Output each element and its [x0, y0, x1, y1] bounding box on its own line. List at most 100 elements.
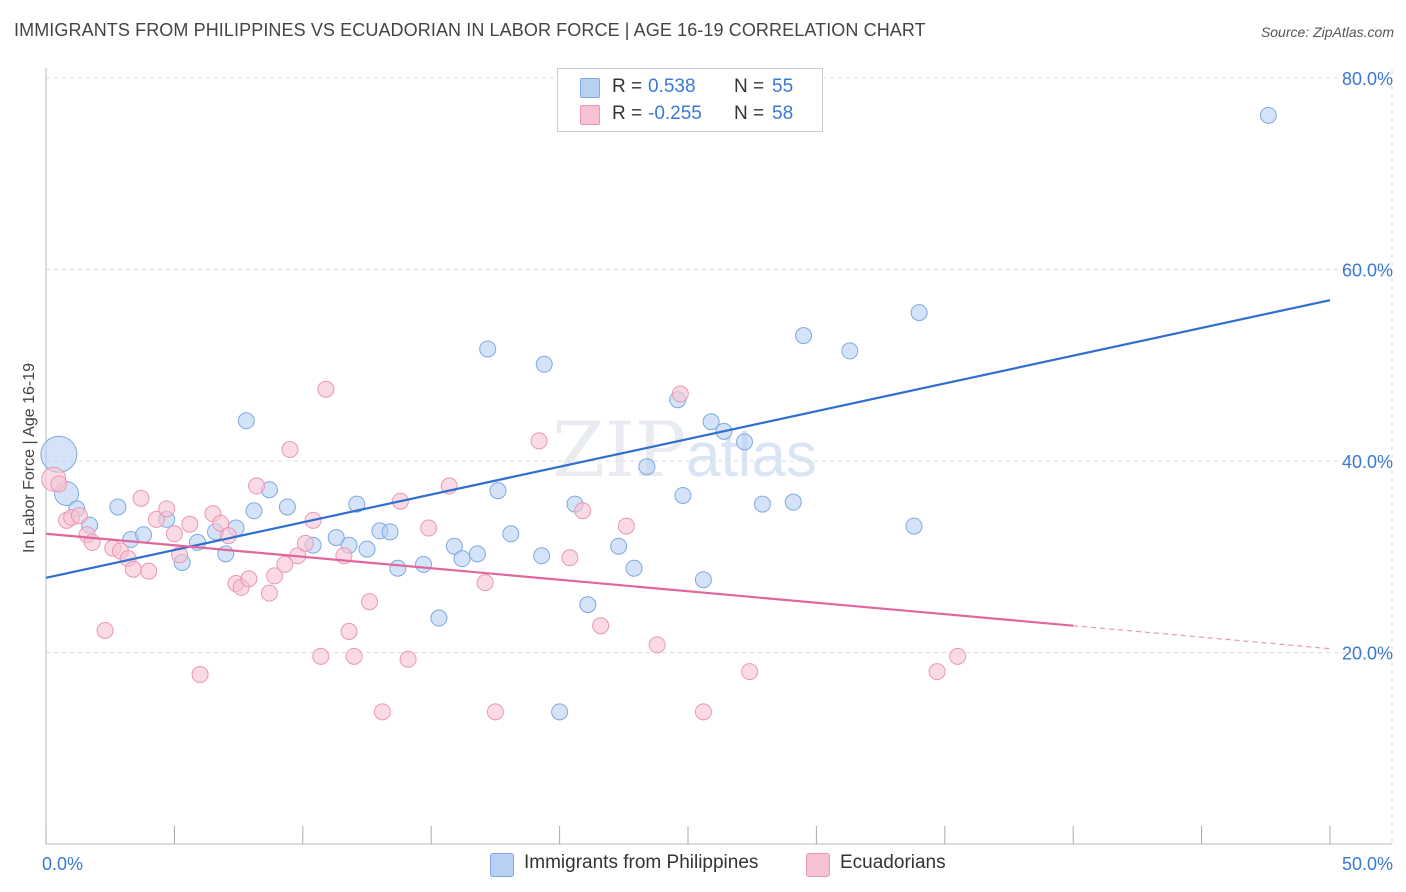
point-ecuadorians	[694, 703, 712, 721]
point-ecuadorians	[530, 432, 548, 450]
point-philippines	[625, 559, 643, 577]
point-ecuadorians	[928, 663, 946, 681]
legend-swatch-ecuadorians	[806, 853, 830, 877]
point-philippines	[389, 559, 407, 577]
point-philippines	[841, 342, 859, 360]
point-philippines	[381, 523, 399, 541]
y-tick-label: 40.0%	[1342, 452, 1393, 472]
point-ecuadorians	[340, 622, 358, 640]
legend-n-value: 58	[772, 103, 794, 124]
point-ecuadorians	[361, 593, 379, 611]
point-philippines	[905, 517, 923, 535]
point-ecuadorians	[50, 475, 68, 493]
point-ecuadorians	[248, 477, 266, 495]
point-philippines	[533, 547, 551, 565]
trendline-ecuadorians-extension	[1073, 625, 1331, 650]
point-philippines	[784, 493, 802, 511]
point-philippines	[237, 412, 255, 430]
point-philippines	[638, 458, 656, 476]
point-philippines	[910, 304, 928, 322]
point-ecuadorians	[345, 647, 363, 665]
point-philippines	[245, 502, 263, 520]
point-ecuadorians	[240, 570, 258, 588]
point-philippines	[795, 327, 813, 345]
point-ecuadorians	[266, 567, 284, 585]
point-ecuadorians	[741, 663, 759, 681]
legend-n-label: N =	[734, 76, 765, 97]
point-philippines	[610, 537, 628, 555]
point-ecuadorians	[181, 515, 199, 533]
point-ecuadorians	[281, 441, 299, 459]
point-philippines	[468, 545, 486, 563]
point-philippines	[702, 413, 720, 431]
point-philippines	[278, 498, 296, 516]
point-philippines	[694, 571, 712, 589]
trendline-philippines	[45, 299, 1331, 579]
point-philippines	[753, 495, 771, 513]
point-ecuadorians	[132, 489, 150, 507]
point-philippines	[489, 482, 507, 500]
point-philippines	[445, 537, 463, 555]
point-ecuadorians	[399, 650, 417, 668]
point-ecuadorians	[373, 703, 391, 721]
legend-swatch-philippines	[580, 78, 600, 98]
chart-title: IMMIGRANTS FROM PHILIPPINES VS ECUADORIA…	[14, 20, 926, 40]
point-philippines	[358, 540, 376, 558]
point-philippines	[1259, 106, 1277, 124]
point-philippines	[479, 340, 497, 358]
y-tick-label: 80.0%	[1342, 69, 1393, 89]
point-ecuadorians	[96, 621, 114, 639]
point-philippines	[579, 596, 597, 614]
point-philippines	[348, 495, 366, 513]
point-philippines	[430, 609, 448, 627]
point-layer	[40, 106, 1277, 721]
point-ecuadorians	[617, 517, 635, 535]
point-ecuadorians	[486, 703, 504, 721]
x-tick-label: 0.0%	[42, 854, 83, 874]
point-philippines	[109, 498, 127, 516]
watermark-zip: ZIP	[552, 405, 686, 494]
legend-n-value: 55	[772, 76, 794, 97]
point-ecuadorians	[212, 514, 230, 532]
legend-r-label: R =	[612, 76, 643, 97]
point-ecuadorians	[260, 584, 278, 602]
point-philippines	[502, 525, 520, 543]
point-philippines	[135, 526, 153, 544]
watermark-atlas: atlas	[685, 421, 817, 490]
point-philippines	[535, 355, 553, 373]
trend-layer	[45, 299, 1331, 650]
point-philippines	[453, 550, 471, 568]
point-ecuadorians	[949, 647, 967, 665]
legend-swatch-ecuadorians	[580, 105, 600, 125]
point-ecuadorians	[219, 527, 237, 545]
point-ecuadorians	[296, 534, 314, 552]
point-ecuadorians	[70, 507, 88, 525]
trendline-ecuadorians	[45, 532, 1074, 627]
source-label: Source: ZipAtlas.com	[1260, 24, 1394, 40]
legend-r-label: R =	[612, 103, 643, 124]
grid-layer	[46, 70, 1393, 844]
point-ecuadorians	[648, 636, 666, 654]
legend-n-label: N =	[734, 103, 765, 124]
point-ecuadorians	[671, 385, 689, 403]
point-philippines	[735, 433, 753, 451]
legend-swatch-philippines	[490, 853, 514, 877]
point-ecuadorians	[317, 380, 335, 398]
point-ecuadorians	[592, 617, 610, 635]
point-ecuadorians	[312, 647, 330, 665]
tick-label-layer: 20.0% 40.0% 60.0% 80.0% 0.0% 50.0%	[42, 69, 1393, 874]
x-tick-label: 50.0%	[1342, 854, 1393, 874]
point-ecuadorians	[191, 666, 209, 684]
point-ecuadorians	[140, 562, 158, 580]
axis-layer	[45, 68, 1392, 845]
point-philippines	[551, 703, 569, 721]
point-ecuadorians	[165, 525, 183, 543]
point-ecuadorians	[561, 549, 579, 567]
legend-r-value: 0.538	[648, 76, 696, 97]
point-philippines	[674, 486, 692, 504]
point-ecuadorians	[574, 502, 592, 520]
correlation-legend: R = 0.538 N = 55 R = -0.255 N = 58	[557, 68, 823, 132]
point-philippines	[40, 435, 78, 473]
point-ecuadorians	[276, 555, 294, 573]
